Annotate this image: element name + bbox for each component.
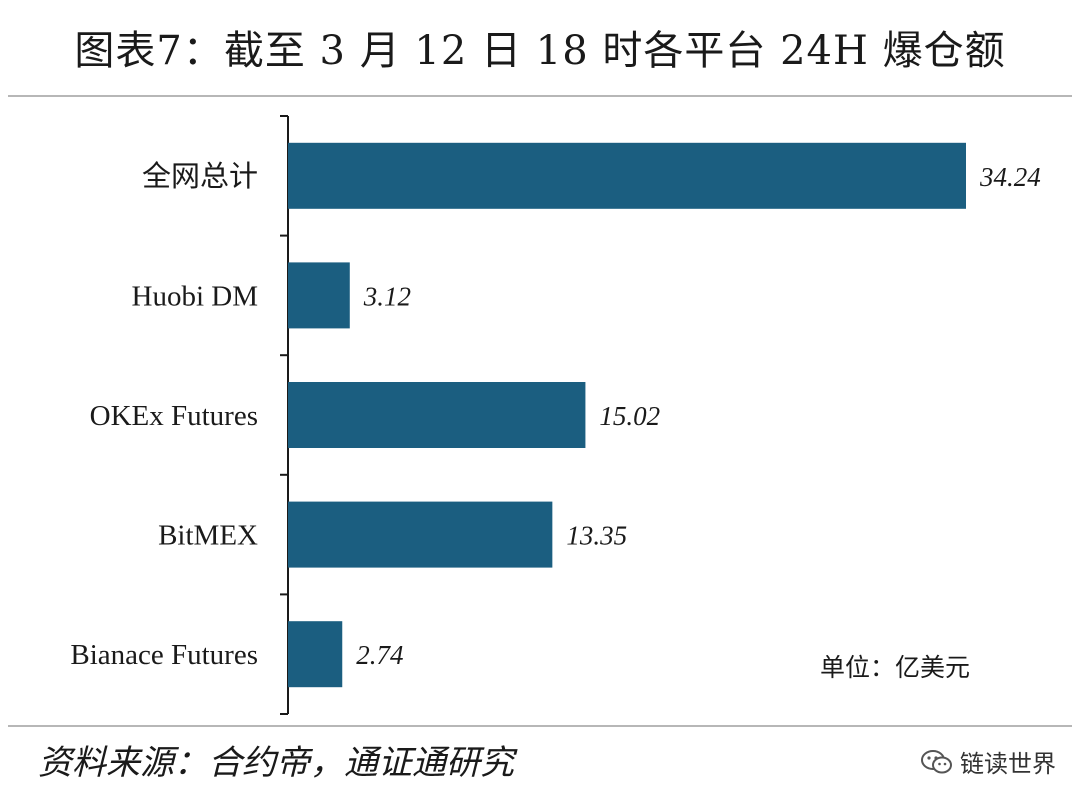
unit-label: 单位：亿美元 (820, 653, 971, 682)
bar (288, 501, 553, 568)
value-label: 3.12 (363, 281, 411, 311)
category-label: Bianace Futures (70, 639, 258, 671)
bar (288, 262, 350, 329)
brand-name: 链读世界 (960, 750, 1056, 778)
value-label: 15.02 (599, 401, 660, 431)
bar (288, 142, 966, 209)
value-label: 13.35 (566, 521, 627, 551)
category-label: Huobi DM (132, 280, 258, 312)
brand-watermark: 链读世界 (920, 744, 1056, 779)
bar (288, 621, 343, 688)
source-note: 资料来源：合约帝，通证通研究 (38, 743, 514, 783)
category-label: OKEx Futures (90, 400, 258, 432)
value-label: 2.74 (356, 640, 403, 670)
category-label: BitMEX (158, 520, 258, 552)
bottom-divider (8, 725, 1072, 727)
value-label: 34.24 (979, 162, 1041, 192)
wechat-icon (921, 749, 952, 773)
category-label: 全网总计 (142, 160, 258, 193)
top-divider (8, 95, 1072, 97)
chart-title: 图表7：截至 3 月 12 日 18 时各平台 24H 爆仓额 (74, 28, 1006, 74)
bar (288, 382, 586, 448)
